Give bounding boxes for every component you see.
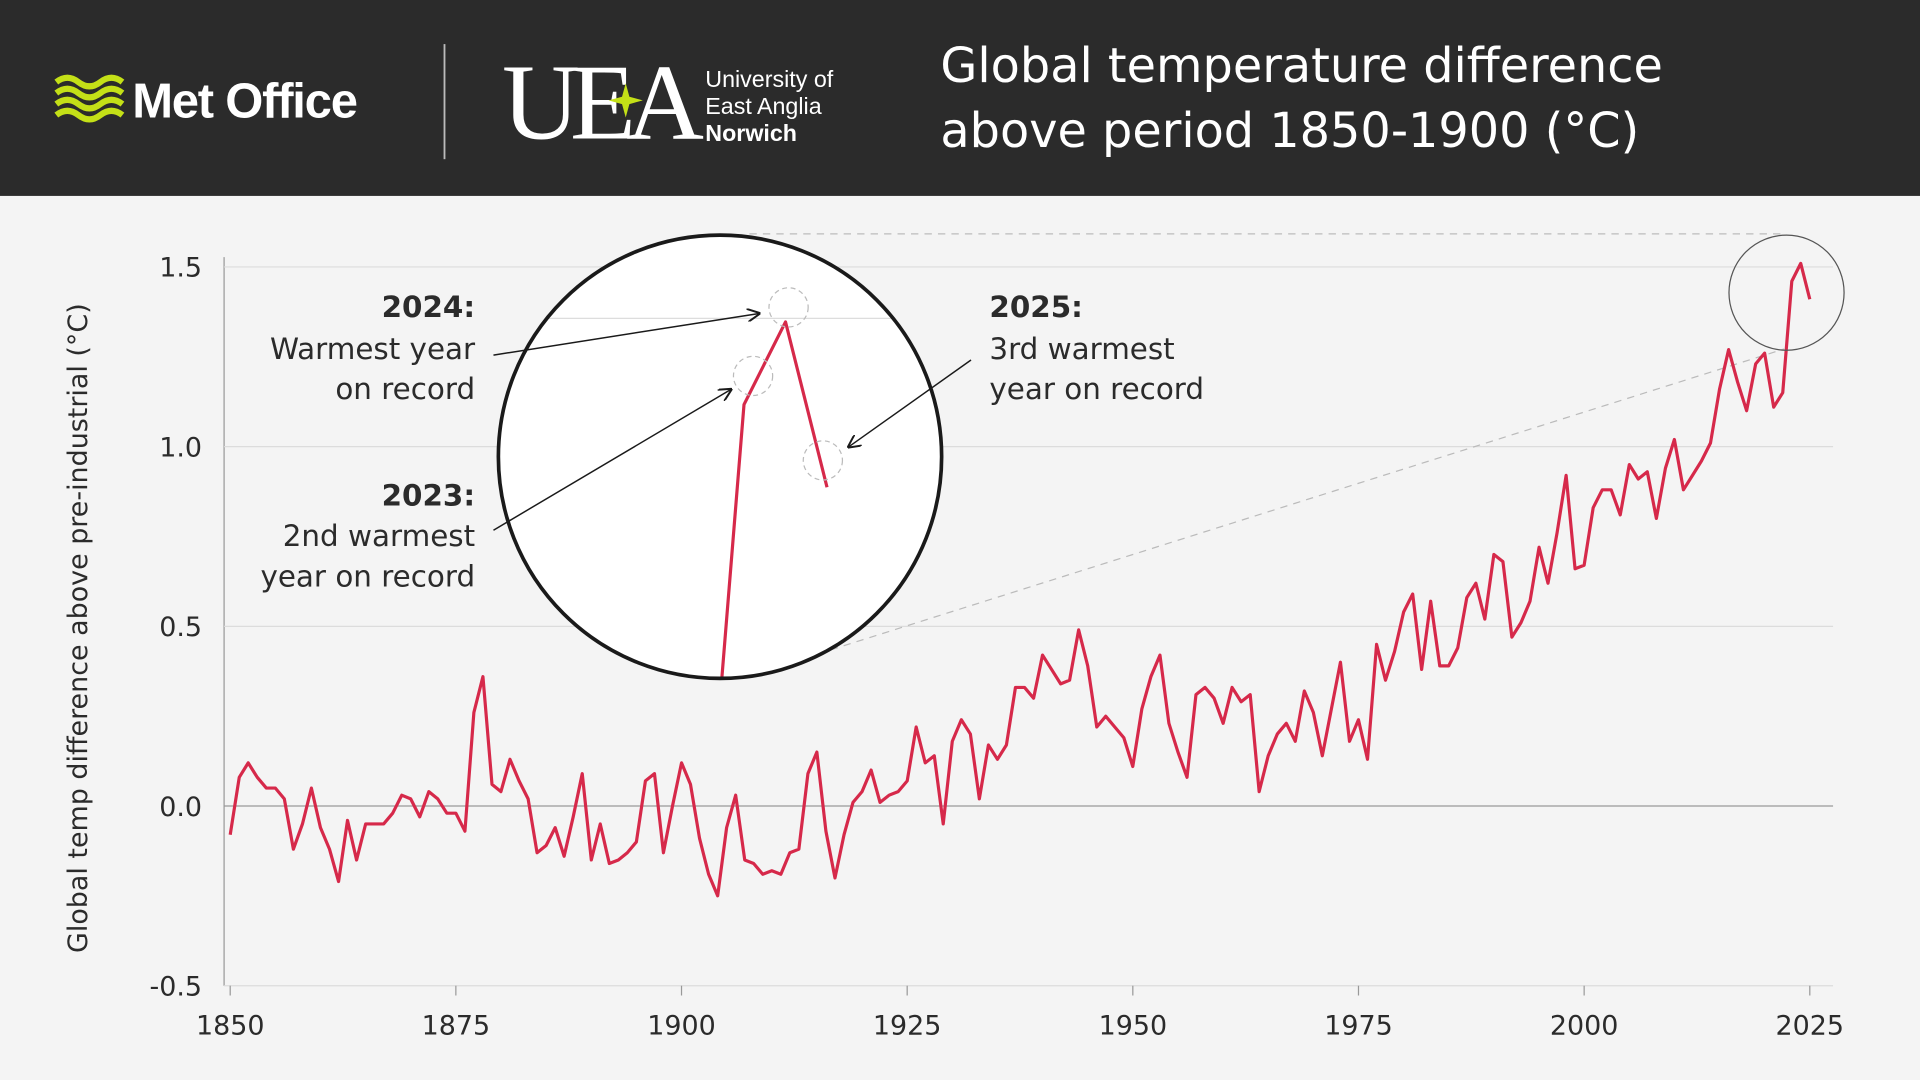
uea-star-icon [608, 83, 643, 118]
x-tick-label: 1900 [647, 1011, 716, 1042]
marker-2024 [768, 287, 809, 328]
inset-magnifier [496, 233, 944, 681]
series-line [228, 261, 1812, 898]
zoom-connector-bottom [817, 348, 1785, 655]
marker-2025 [802, 440, 844, 481]
annotation-2023-year: 2023: [382, 479, 476, 513]
y-tick-label: 0.0 [159, 792, 202, 823]
y-tick-label: 1.5 [159, 253, 202, 284]
x-tick-label: 1875 [422, 1011, 491, 1042]
annotation-2024-line1: Warmest year [270, 332, 476, 366]
annotation-2024-line2: on record [335, 372, 475, 406]
uea-wordmark: UEA [502, 43, 704, 162]
uea-line1: University of [705, 66, 833, 92]
annotation-2023-line1: 2nd warmest [283, 519, 475, 553]
x-tick-label: 1975 [1324, 1011, 1393, 1042]
y-axis: -0.5 0.0 0.5 1.0 1.5 [150, 253, 203, 1003]
grid [223, 257, 1834, 987]
met-office-waves-icon [54, 74, 125, 123]
annotation-2023-line2: year on record [260, 560, 475, 594]
inset-series-line [534, 320, 829, 678]
arrow-2024 [493, 313, 759, 356]
x-tick-label: 2000 [1550, 1011, 1619, 1042]
annotation-2025-line2: year on record [989, 372, 1204, 406]
y-axis-label: Global temp difference above pre-industr… [63, 303, 94, 953]
arrow-2025 [849, 359, 972, 447]
annotation-2025-year: 2025: [989, 290, 1083, 324]
x-tick-label: 1950 [1099, 1011, 1168, 1042]
marker-2023 [732, 355, 774, 397]
annotation-2024-year: 2024: [382, 290, 476, 324]
x-tick-label: 1925 [873, 1011, 942, 1042]
met-office-logo: Met Office [54, 74, 358, 129]
y-tick-label: -0.5 [150, 972, 203, 1003]
chart-title-line2: above period 1850-1900 (°C) [940, 104, 1639, 159]
x-tick-label: 2025 [1776, 1011, 1845, 1042]
header-bar [0, 0, 1920, 196]
y-tick-label: 0.5 [159, 612, 202, 643]
annotation-2025: 2025: 3rd warmest year on record [989, 290, 1204, 406]
highlight-circle [1728, 234, 1845, 351]
x-tick-label: 1850 [196, 1011, 265, 1042]
uea-logo: UEA University of East Anglia Norwich [502, 43, 834, 162]
met-office-wordmark: Met Office [132, 75, 356, 129]
chart-title-line1: Global temperature difference [940, 39, 1663, 94]
annotation-2025-line1: 3rd warmest [989, 332, 1174, 366]
arrow-2023 [493, 389, 731, 531]
annotation-2023: 2023: 2nd warmest year on record [260, 479, 475, 594]
annotation-2024: 2024: Warmest year on record [270, 290, 476, 406]
uea-line3: Norwich [705, 120, 797, 146]
x-axis: 1850 1875 1900 1925 1950 1975 2000 2025 [196, 985, 1845, 1042]
y-tick-label: 1.0 [159, 432, 202, 463]
uea-line2: East Anglia [705, 93, 821, 119]
